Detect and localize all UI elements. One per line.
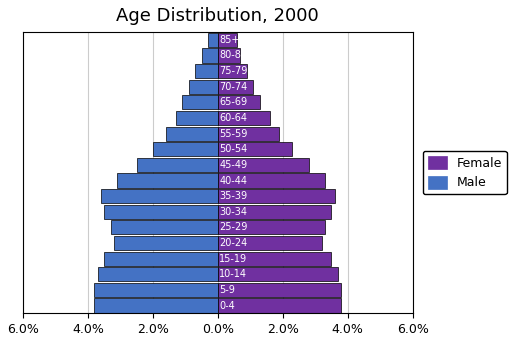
Bar xyxy=(104,205,218,219)
Bar xyxy=(218,142,293,156)
Text: 30-34: 30-34 xyxy=(220,207,248,217)
Text: 20-24: 20-24 xyxy=(220,238,248,248)
Text: 25-29: 25-29 xyxy=(220,222,248,233)
Bar xyxy=(218,80,253,94)
Bar xyxy=(218,95,260,109)
Bar xyxy=(182,95,218,109)
Text: 60-64: 60-64 xyxy=(220,113,248,123)
Bar xyxy=(218,220,325,234)
Bar xyxy=(94,298,218,312)
Bar xyxy=(188,80,218,94)
Bar xyxy=(218,283,341,297)
Title: Age Distribution, 2000: Age Distribution, 2000 xyxy=(116,7,319,25)
Text: 50-54: 50-54 xyxy=(220,144,248,154)
Text: 85+: 85+ xyxy=(220,35,240,45)
Bar xyxy=(218,64,247,78)
Bar xyxy=(208,33,218,47)
Bar xyxy=(195,64,218,78)
Text: 75-79: 75-79 xyxy=(220,66,248,76)
Bar xyxy=(218,48,241,62)
Bar xyxy=(94,283,218,297)
Bar xyxy=(218,127,279,141)
Bar xyxy=(136,158,218,172)
Bar xyxy=(101,189,218,203)
Text: 80-84: 80-84 xyxy=(220,50,248,60)
Bar xyxy=(104,252,218,266)
Bar xyxy=(166,127,218,141)
Legend: Female, Male: Female, Male xyxy=(423,151,507,194)
Bar xyxy=(218,252,332,266)
Bar xyxy=(218,298,341,312)
Bar xyxy=(218,111,270,125)
Text: 10-14: 10-14 xyxy=(220,269,248,279)
Text: 0-4: 0-4 xyxy=(220,300,235,310)
Bar xyxy=(218,205,332,219)
Bar xyxy=(218,267,338,281)
Text: 40-44: 40-44 xyxy=(220,176,248,186)
Bar xyxy=(218,174,325,188)
Text: 55-59: 55-59 xyxy=(220,129,248,139)
Text: 70-74: 70-74 xyxy=(220,82,248,92)
Bar xyxy=(117,174,218,188)
Bar xyxy=(176,111,218,125)
Bar xyxy=(153,142,218,156)
Bar xyxy=(218,33,237,47)
Bar xyxy=(97,267,218,281)
Text: 35-39: 35-39 xyxy=(220,191,248,201)
Text: 65-69: 65-69 xyxy=(220,97,248,107)
Text: 45-49: 45-49 xyxy=(220,160,248,170)
Text: 15-19: 15-19 xyxy=(220,253,248,264)
Text: 5-9: 5-9 xyxy=(220,285,235,295)
Bar xyxy=(218,189,335,203)
Bar xyxy=(202,48,218,62)
Bar xyxy=(114,236,218,250)
Bar xyxy=(218,158,309,172)
Bar xyxy=(111,220,218,234)
Bar xyxy=(218,236,322,250)
